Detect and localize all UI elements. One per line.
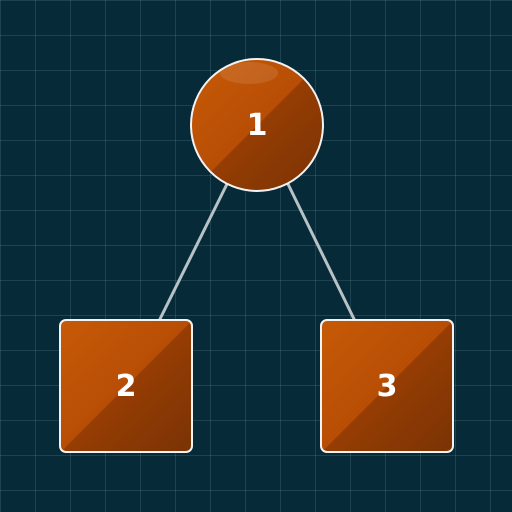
- node-2-square[interactable]: 2: [59, 319, 193, 453]
- edge-1-3: [285, 181, 357, 322]
- node-3-square[interactable]: 3: [320, 319, 454, 453]
- node-1-label: 1: [246, 107, 268, 143]
- node-2-label: 2: [115, 368, 137, 404]
- edge-1-2: [157, 181, 230, 322]
- node-3-label: 3: [376, 368, 398, 404]
- node-1-circle[interactable]: 1: [190, 58, 324, 192]
